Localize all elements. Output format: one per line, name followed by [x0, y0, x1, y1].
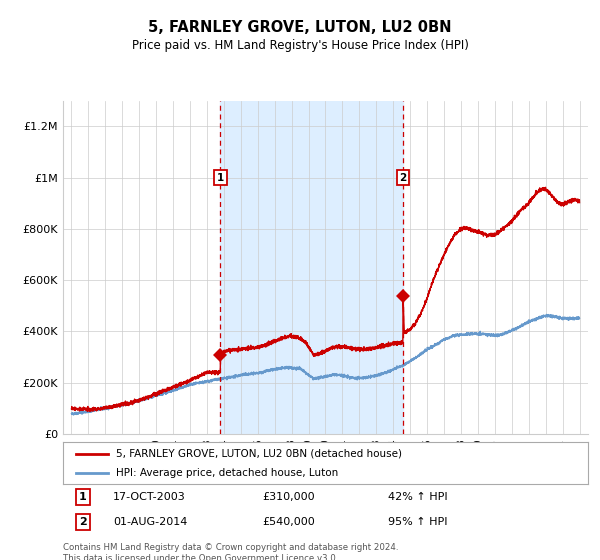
Text: £540,000: £540,000	[263, 517, 315, 527]
Text: HPI: Average price, detached house, Luton: HPI: Average price, detached house, Luto…	[115, 468, 338, 478]
Text: Price paid vs. HM Land Registry's House Price Index (HPI): Price paid vs. HM Land Registry's House …	[131, 39, 469, 52]
Text: 95% ↑ HPI: 95% ↑ HPI	[389, 517, 448, 527]
Text: 5, FARNLEY GROVE, LUTON, LU2 0BN: 5, FARNLEY GROVE, LUTON, LU2 0BN	[148, 20, 452, 35]
Bar	[220, 101, 403, 434]
Text: 17-OCT-2003: 17-OCT-2003	[113, 492, 185, 502]
Text: £310,000: £310,000	[263, 492, 315, 502]
Text: 1: 1	[217, 172, 224, 183]
Text: 2: 2	[79, 517, 87, 527]
Text: Contains HM Land Registry data © Crown copyright and database right 2024.
This d: Contains HM Land Registry data © Crown c…	[63, 543, 398, 560]
Text: 01-AUG-2014: 01-AUG-2014	[113, 517, 187, 527]
Text: 2: 2	[400, 172, 407, 183]
Text: 5, FARNLEY GROVE, LUTON, LU2 0BN (detached house): 5, FARNLEY GROVE, LUTON, LU2 0BN (detach…	[115, 449, 401, 459]
Text: 1: 1	[79, 492, 87, 502]
Text: 42% ↑ HPI: 42% ↑ HPI	[389, 492, 448, 502]
